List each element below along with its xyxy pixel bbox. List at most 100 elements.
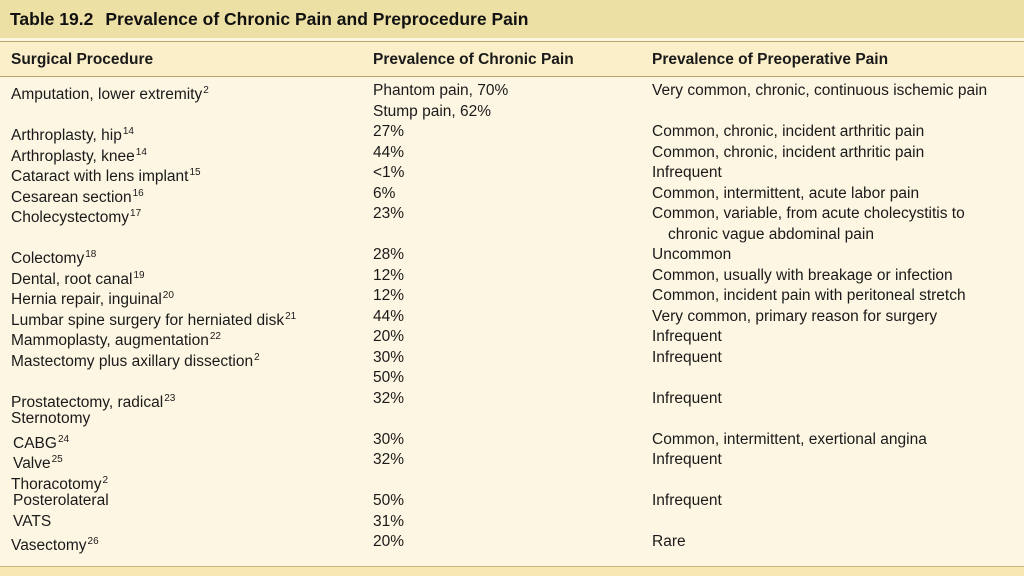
chronic-pain-cell: 30% bbox=[373, 348, 405, 366]
table-row: CABG24 30% Common, intermittent, exertiona… bbox=[0, 430, 1024, 452]
chronic-pain-cell: 44% bbox=[373, 143, 405, 161]
chronic-pain-cell: 30% bbox=[373, 430, 405, 448]
procedure-name: Valve bbox=[13, 455, 51, 472]
reference-number: 14 bbox=[135, 146, 147, 158]
header-preoperative-pain: Prevalence of Preoperative Pain bbox=[652, 51, 889, 68]
chronic-pain-cell: Phantom pain, 70% bbox=[373, 82, 509, 99]
reference-number: 25 bbox=[51, 454, 63, 465]
reference-number: 2 bbox=[102, 474, 109, 486]
procedure-name: Lumbar spine surgery for herniated disk bbox=[11, 311, 285, 329]
procedure-cell: VATS bbox=[11, 512, 51, 533]
preoperative-pain-cell: Rare bbox=[652, 533, 686, 550]
procedure-name: Arthroplasty, hip bbox=[11, 127, 122, 144]
reference-number: 18 bbox=[85, 249, 97, 260]
procedure-cell: Cholecystectomy17 bbox=[11, 204, 141, 229]
reference-number: 20 bbox=[162, 290, 174, 301]
chronic-pain-cell: 23% bbox=[373, 205, 405, 222]
procedure-cell: Valve25 bbox=[11, 450, 63, 475]
reference-number: 17 bbox=[130, 208, 142, 219]
table-row: Mammoplasty, augmentation22 20% Infrequent bbox=[0, 327, 1024, 349]
procedure-name: Thoracotomy bbox=[11, 475, 102, 493]
procedure-cell: Lumbar spine surgery for herniated disk2… bbox=[11, 307, 296, 332]
table-row: Prostatectomy, radical23 32% Infrequent bbox=[0, 389, 1024, 411]
reference-number: 22 bbox=[209, 331, 221, 342]
chronic-pain-cell: 50% bbox=[373, 492, 405, 509]
procedure-cell: Sternotomy bbox=[11, 409, 90, 430]
table-title: Table 19.2 Prevalence of Chronic Pain and… bbox=[10, 9, 528, 30]
chronic-pain-cell: 20% bbox=[373, 328, 405, 345]
table-row: Mastectomy plus axillary dissection2 30% I… bbox=[0, 348, 1024, 389]
procedure-name: Sternotomy bbox=[11, 410, 91, 427]
reference-number: 2 bbox=[203, 85, 209, 96]
chronic-pain-cell: 31% bbox=[373, 512, 405, 530]
preoperative-pain-cell: Very common, primary reason for surgery bbox=[652, 307, 938, 325]
table-row: Cholecystectomy17 23% Common, variable, fr… bbox=[0, 204, 1024, 245]
preoperative-pain-cell: chronic vague abdominal pain bbox=[668, 225, 874, 243]
table-number: Table 19.2 bbox=[10, 8, 94, 29]
table-header-row: Surgical Procedure Prevalence of Chronic… bbox=[0, 41, 1024, 77]
preoperative-pain-cell: Common, incident pain with peritoneal st… bbox=[652, 287, 966, 304]
preoperative-pain-cell: Common, variable, from acute cholecystit… bbox=[652, 205, 965, 222]
preoperative-pain-cell: Infrequent bbox=[652, 328, 722, 345]
preoperative-pain-cell: Common, chronic, incident arthritic pain bbox=[652, 143, 925, 161]
chronic-pain-cell: Stump pain, 62% bbox=[373, 102, 492, 120]
chronic-pain-cell: 6% bbox=[373, 184, 396, 202]
procedure-name: Cesarean section bbox=[11, 188, 132, 206]
reference-number: 15 bbox=[189, 167, 201, 178]
chronic-pain-cell: 50% bbox=[373, 369, 405, 386]
table-row: Hernia repair, inguinal20 12% Common, inci… bbox=[0, 286, 1024, 308]
header-chronic-pain: Prevalence of Chronic Pain bbox=[373, 51, 574, 68]
chronic-pain-cell: 32% bbox=[373, 451, 405, 468]
procedure-name: Mastectomy plus axillary dissection bbox=[11, 352, 254, 370]
procedure-name: Dental, root canal bbox=[11, 270, 133, 288]
procedure-name: CABG bbox=[13, 434, 57, 452]
table-row: Colectomy18 28% Uncommon bbox=[0, 245, 1024, 267]
table-row: Vasectomy26 20% Rare bbox=[0, 532, 1024, 554]
reference-number: 26 bbox=[87, 536, 99, 547]
procedure-name: Amputation, lower extremity bbox=[11, 86, 203, 103]
preoperative-pain-cell: Infrequent bbox=[652, 164, 722, 181]
procedure-name: Posterolateral bbox=[13, 492, 109, 509]
procedure-cell: Arthroplasty, hip14 bbox=[11, 122, 134, 147]
procedure-cell: Cesarean section16 bbox=[11, 184, 144, 209]
table-row: Dental, root canal19 12% Common, usually w… bbox=[0, 266, 1024, 288]
preoperative-pain-cell: Common, chronic, incident arthritic pain bbox=[652, 123, 925, 140]
chronic-pain-cell: 44% bbox=[373, 307, 405, 325]
procedure-name: Prostatectomy, radical bbox=[11, 393, 164, 411]
table-row: Arthroplasty, knee14 44% Common, chronic, … bbox=[0, 143, 1024, 165]
chronic-pain-cell: 28% bbox=[373, 246, 405, 263]
reference-number: 23 bbox=[164, 392, 176, 404]
chronic-pain-cell: 32% bbox=[373, 389, 405, 407]
procedure-name: Mammoplasty, augmentation bbox=[11, 332, 209, 349]
reference-number: 2 bbox=[254, 351, 260, 363]
procedure-name: VATS bbox=[13, 512, 52, 530]
table-row: Thoracotomy2 bbox=[0, 471, 1024, 493]
procedure-cell: Thoracotomy2 bbox=[11, 471, 108, 496]
chronic-pain-cell: <1% bbox=[373, 164, 405, 181]
reference-number: 24 bbox=[57, 433, 70, 445]
procedure-cell: Cataract with lens implant15 bbox=[11, 163, 201, 188]
procedure-name: Hernia repair, inguinal bbox=[11, 291, 162, 308]
preoperative-pain-cell: Common, intermittent, acute labor pain bbox=[652, 184, 920, 202]
header-surgical-procedure: Surgical Procedure bbox=[11, 51, 154, 68]
procedure-cell: Posterolateral bbox=[11, 491, 109, 512]
table-row: Cesarean section16 6% Common, intermittent… bbox=[0, 184, 1024, 206]
preoperative-pain-cell: Uncommon bbox=[652, 246, 732, 263]
table-row: Amputation, lower extremity2 Phantom pain… bbox=[0, 81, 1024, 122]
reference-number: 21 bbox=[285, 310, 297, 322]
table-caption: Prevalence of Chronic Pain and Preproced… bbox=[105, 8, 529, 29]
preoperative-pain-cell: Infrequent bbox=[652, 492, 722, 509]
chronic-pain-cell: 20% bbox=[373, 533, 405, 550]
table-body: Amputation, lower extremity2 Phantom pain… bbox=[0, 81, 1024, 554]
table-row: VATS 31% bbox=[0, 512, 1024, 533]
table-row: Posterolateral 50% Infrequent bbox=[0, 491, 1024, 512]
preoperative-pain-cell: Infrequent bbox=[652, 451, 722, 468]
table-row: Cataract with lens implant15 <1% Infrequen… bbox=[0, 163, 1024, 185]
table-bottom-rule bbox=[0, 566, 1024, 576]
procedure-cell: Hernia repair, inguinal20 bbox=[11, 286, 174, 311]
procedure-cell: CABG24 bbox=[11, 430, 69, 455]
reference-number: 19 bbox=[133, 269, 145, 281]
procedure-cell: Arthroplasty, knee14 bbox=[11, 143, 147, 168]
procedure-name: Colectomy bbox=[11, 250, 85, 267]
procedure-name: Cataract with lens implant bbox=[11, 168, 189, 185]
